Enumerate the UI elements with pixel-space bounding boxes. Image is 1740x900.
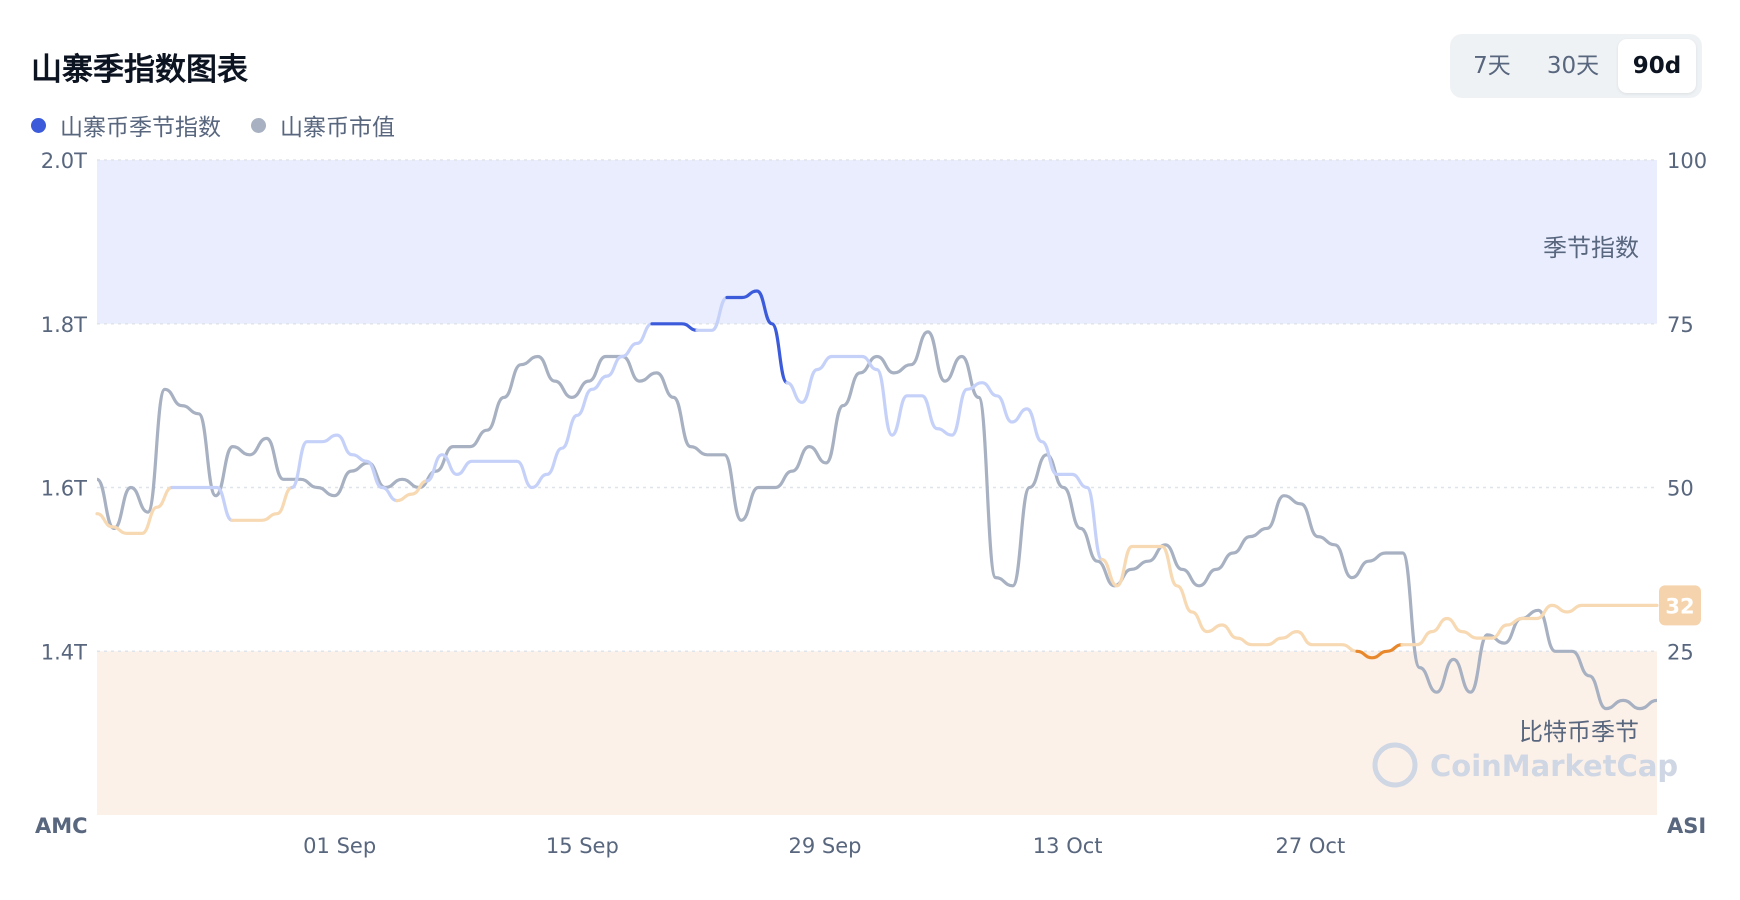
x-axis-ticks: 01 Sep 15 Sep 29 Sep 13 Oct 27 Oct — [303, 834, 1345, 858]
watermark: CoinMarketCap — [1372, 742, 1678, 788]
right-tick-label: 25 — [1667, 640, 1694, 664]
left-tick-label: 1.4T — [41, 640, 87, 664]
right-tick-label: 75 — [1667, 313, 1694, 337]
legend-dot-blue-icon — [31, 117, 46, 133]
right-tick-label: 50 — [1667, 477, 1694, 501]
current-value-badge: 32 — [1659, 585, 1701, 626]
range-90d-button[interactable]: 90d — [1618, 39, 1696, 93]
chart-legend: 山寨币季节指数 山寨币市值 — [31, 108, 425, 142]
gridlines — [97, 159, 1657, 652]
legend-dot-gray-icon — [251, 117, 266, 133]
right-tick-label: 100 — [1667, 149, 1707, 173]
bitcoin-season-label: 比特币季节 — [1519, 718, 1639, 746]
altcoin-season-label: 季节指数 — [1543, 234, 1639, 262]
watermark-text: CoinMarketCap — [1430, 749, 1678, 783]
chart-title: 山寨季指数图表 — [31, 52, 248, 88]
bitcoin-season-zone — [97, 651, 1657, 815]
right-axis-ticks: 100 75 50 25 — [1667, 149, 1707, 664]
x-tick-label: 13 Oct — [1033, 834, 1103, 858]
index-line-segment — [95, 485, 174, 536]
index-line-segment — [725, 289, 789, 385]
index-line-segment — [1100, 544, 1359, 653]
left-tick-label: 2.0T — [41, 149, 87, 173]
right-axis-title: ASI — [1667, 814, 1706, 838]
index-line-segment — [170, 485, 234, 522]
index-line-segment — [1355, 643, 1404, 660]
mcap-line — [96, 330, 1658, 711]
index-line-segment — [785, 354, 1104, 562]
legend-item-mcap[interactable]: 山寨币市值 — [251, 108, 395, 142]
index-line-segment — [1400, 603, 1659, 647]
left-tick-label: 1.8T — [41, 313, 87, 337]
altcoin-season-zone — [97, 160, 1657, 324]
left-axis-ticks: 2.0T 1.8T 1.6T 1.4T — [41, 149, 87, 664]
legend-label-mcap: 山寨币市值 — [280, 115, 395, 141]
x-tick-label: 01 Sep — [303, 834, 376, 858]
legend-item-index[interactable]: 山寨币季节指数 — [31, 108, 221, 142]
series-layer — [95, 289, 1659, 711]
badge-value: 32 — [1665, 594, 1694, 618]
x-tick-label: 15 Sep — [546, 834, 619, 858]
x-tick-label: 29 Sep — [789, 834, 862, 858]
time-range-selector: 7天 30天 90d — [1450, 34, 1702, 98]
range-30d-button[interactable]: 30天 — [1546, 53, 1600, 79]
index-line-segment — [230, 485, 294, 522]
index-line-segment — [425, 322, 654, 490]
badge-background — [1659, 585, 1701, 626]
coinmarketcap-logo-icon — [1372, 742, 1418, 788]
x-tick-label: 27 Oct — [1275, 834, 1345, 858]
index-line-segment — [695, 295, 729, 332]
index-line-segment — [395, 479, 429, 503]
range-7d-button[interactable]: 7天 — [1473, 53, 1511, 79]
left-axis-title: AMC — [35, 814, 88, 838]
index-line-segment — [650, 322, 699, 332]
legend-label-index: 山寨币季节指数 — [60, 115, 221, 141]
index-line-segment — [290, 433, 399, 503]
left-tick-label: 1.6T — [41, 477, 87, 501]
